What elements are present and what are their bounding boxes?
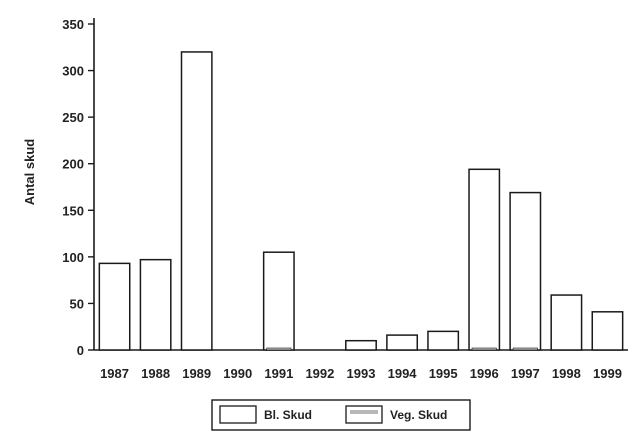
x-tick-label: 1992: [305, 366, 334, 381]
x-tick-label: 1988: [141, 366, 170, 381]
legend-swatch-veg-skud: [345, 405, 383, 424]
bar-veg-skud: [471, 347, 497, 351]
y-tick-label: 300: [62, 64, 84, 79]
y-axis-ticks: 0 50 100 150 200 250 300 350: [62, 17, 94, 358]
legend-label-bl-skud: Bl. Skud: [264, 408, 312, 422]
bar-veg-skud: [512, 347, 538, 351]
y-tick-label: 50: [70, 296, 84, 311]
bar-bl-skud: [550, 294, 583, 351]
bar-bl-skud: [180, 51, 213, 351]
bar-bl-skud: [591, 311, 624, 351]
bar-bl-skud: [386, 334, 419, 351]
y-tick-label: 200: [62, 157, 84, 172]
bar-bl-skud: [139, 258, 172, 351]
legend-swatch-veg-skud-fill: [350, 410, 378, 414]
x-tick-label: 1998: [552, 366, 581, 381]
bar-bl-skud: [427, 330, 460, 351]
x-tick-label: 1993: [347, 366, 376, 381]
legend-swatch-bl-skud: [219, 405, 257, 424]
x-tick-label: 1999: [593, 366, 622, 381]
bar-bl-skud: [345, 339, 377, 351]
bar-bl-skud: [509, 191, 542, 351]
bar-bl-skud: [262, 251, 295, 351]
y-tick-label: 150: [62, 203, 84, 218]
legend-box: [211, 399, 471, 431]
x-axis-ticks: 1987 1988 1989 1990 1991 1992 1993 1994 1995 1996…: [100, 366, 622, 381]
y-tick-label: 350: [62, 17, 84, 32]
y-tick-label: 250: [62, 110, 84, 125]
bar-bl-skud: [98, 262, 131, 351]
x-tick-label: 1987: [100, 366, 129, 381]
y-tick-label: 100: [62, 250, 84, 265]
bar-bl-skud: [468, 168, 501, 351]
x-tick-label: 1990: [223, 366, 252, 381]
y-tick-label: 0: [77, 343, 84, 358]
bars: [98, 51, 624, 351]
legend: Bl. Skud Veg. Skud: [211, 399, 471, 431]
x-tick-label: 1991: [264, 366, 293, 381]
x-tick-label: 1995: [429, 366, 458, 381]
bar-veg-skud: [266, 347, 292, 351]
x-tick-label: 1989: [182, 366, 211, 381]
legend-label-veg-skud: Veg. Skud: [390, 408, 447, 422]
x-tick-label: 1997: [511, 366, 540, 381]
x-tick-label: 1996: [470, 366, 499, 381]
x-tick-label: 1994: [388, 366, 418, 381]
y-axis-title: Antal skud: [22, 139, 37, 206]
